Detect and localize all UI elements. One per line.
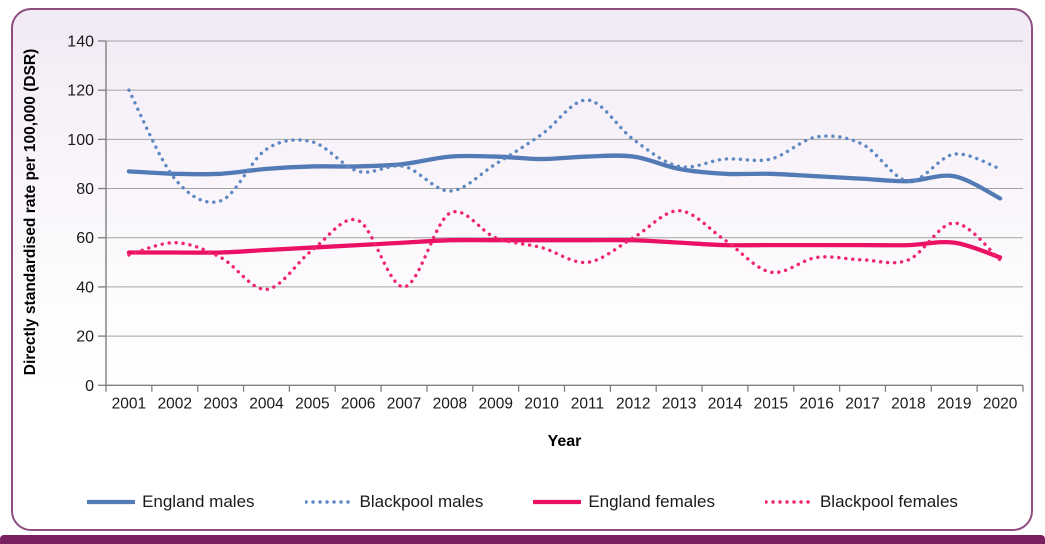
x-tick-label: 2007 <box>387 395 421 412</box>
legend-item-england-males: England males <box>87 492 255 512</box>
y-tick-label: 140 <box>67 34 94 51</box>
y-tick-label: 20 <box>76 329 94 346</box>
series-line-blackpool-males <box>127 88 1002 204</box>
x-tick-label: 2010 <box>524 395 559 412</box>
legend-label: Blackpool males <box>359 492 484 511</box>
legend-label: England females <box>588 492 715 511</box>
legend-item-blackpool-females: Blackpool females <box>764 492 958 512</box>
x-tick-label: 2001 <box>112 395 146 412</box>
legend-item-england-females: England females <box>533 492 715 512</box>
series-line-england-females <box>126 237 1003 260</box>
legend-line-sample <box>304 500 353 504</box>
chart-card <box>11 8 1033 531</box>
y-tick-label: 40 <box>76 279 94 296</box>
x-tick-label: 2012 <box>616 395 650 412</box>
legend-line-sample <box>533 499 582 505</box>
chart-legend: England males Blackpool males England fema… <box>0 492 1045 512</box>
x-axis-title: Year <box>547 433 582 450</box>
x-tick-label: 2011 <box>571 395 604 412</box>
x-tick-label: 2014 <box>708 395 743 412</box>
x-tick-label: 2020 <box>983 395 1018 412</box>
x-tick-label: 2002 <box>158 395 192 412</box>
y-tick-label: 60 <box>76 230 94 247</box>
legend-label: England males <box>142 492 255 511</box>
legend-line-sample <box>87 499 136 505</box>
chart-plot-area: 0 20 40 60 80 100 120 140 2001 2002 2003 2004 2005 20… <box>67 34 1024 412</box>
x-tick-label: 2016 <box>799 395 833 412</box>
x-tick-label: 2015 <box>754 395 788 412</box>
legend-line-sample <box>764 500 813 504</box>
x-tick-label: 2009 <box>478 395 512 412</box>
x-tick-label: 2005 <box>295 395 329 412</box>
y-tick-label: 0 <box>85 378 94 395</box>
y-tick-label: 80 <box>76 181 94 198</box>
x-tick-label: 2003 <box>203 395 237 412</box>
x-tick-label: 2019 <box>937 395 971 412</box>
x-tick-label: 2004 <box>249 395 284 412</box>
x-tick-label: 2006 <box>341 395 375 412</box>
series-line-england-males <box>126 153 1003 201</box>
x-tick-label: 2008 <box>433 395 467 412</box>
legend-item-blackpool-males: Blackpool males <box>304 492 484 512</box>
y-axis-title: Directly standardised rate per 100,000 (… <box>22 48 39 376</box>
x-tick-label: 2013 <box>662 395 696 412</box>
x-tick-label: 2018 <box>891 395 925 412</box>
x-tick-label: 2017 <box>845 395 879 412</box>
bottom-banner <box>0 535 1045 544</box>
y-tick-label: 120 <box>67 83 94 100</box>
legend-label: Blackpool females <box>819 492 958 511</box>
y-tick-label: 100 <box>67 132 94 149</box>
